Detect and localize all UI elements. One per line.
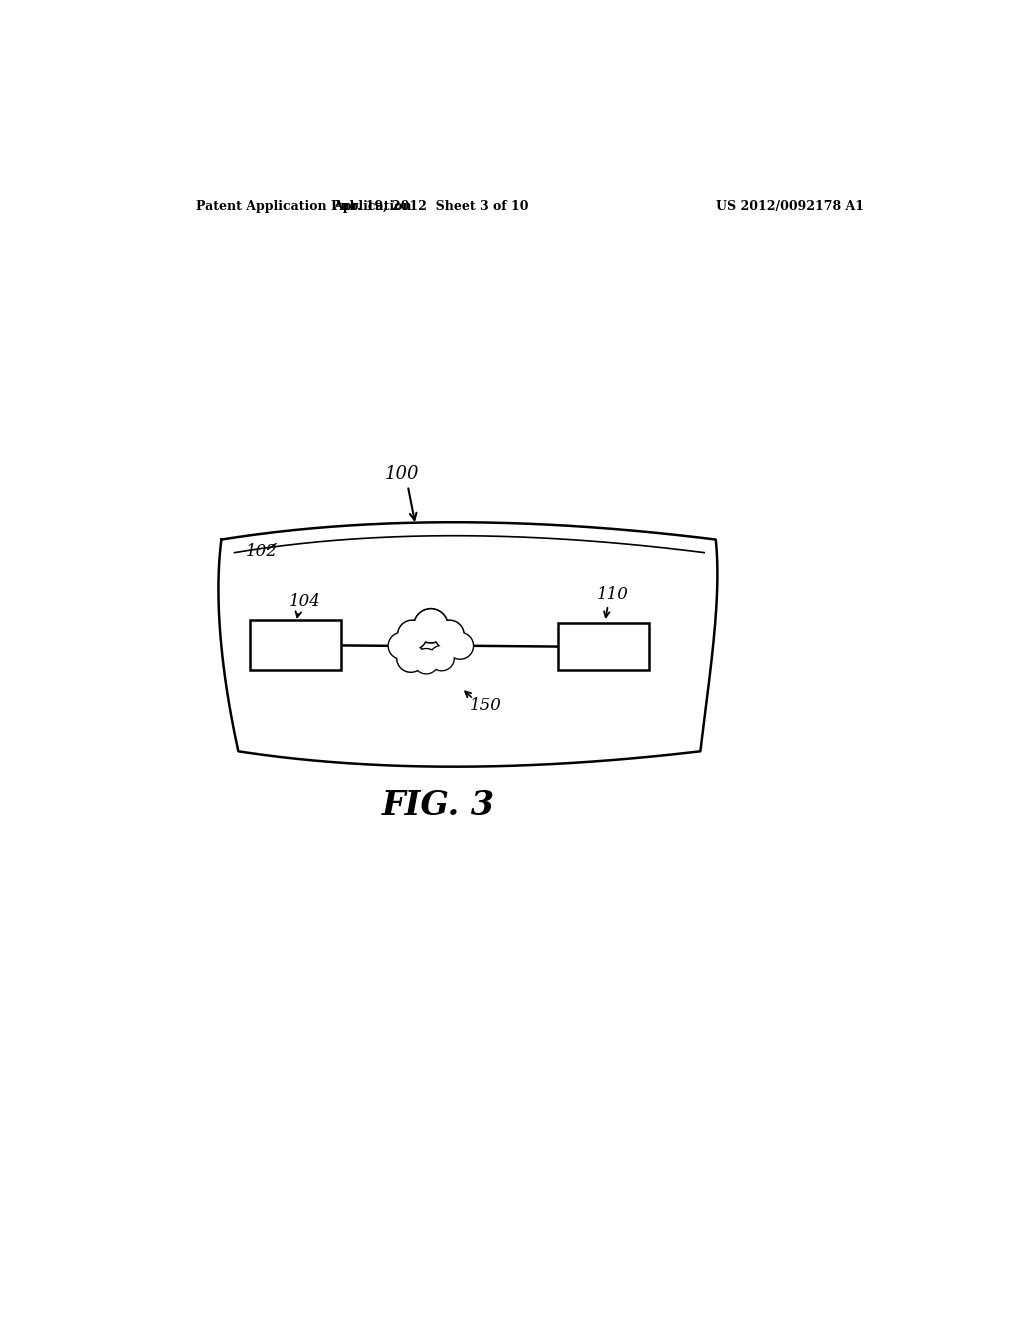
Circle shape <box>389 634 414 657</box>
Circle shape <box>397 620 427 649</box>
Circle shape <box>397 644 425 672</box>
Circle shape <box>398 645 424 671</box>
Text: Apr. 19, 2012  Sheet 3 of 10: Apr. 19, 2012 Sheet 3 of 10 <box>333 199 528 213</box>
Text: 104: 104 <box>289 593 321 610</box>
Text: FIG. 3: FIG. 3 <box>382 789 496 821</box>
Circle shape <box>414 649 438 673</box>
Text: 100: 100 <box>385 465 419 483</box>
Text: 150: 150 <box>469 697 501 714</box>
Circle shape <box>399 622 426 648</box>
Circle shape <box>435 620 464 649</box>
Circle shape <box>447 632 473 659</box>
Polygon shape <box>218 523 718 767</box>
Circle shape <box>414 609 447 643</box>
Circle shape <box>430 647 453 669</box>
Bar <box>250 620 341 671</box>
Bar <box>558 623 649 669</box>
Circle shape <box>415 649 437 673</box>
Text: US 2012/0092178 A1: US 2012/0092178 A1 <box>716 199 864 213</box>
Circle shape <box>429 645 454 671</box>
Text: Patent Application Publication: Patent Application Publication <box>196 199 412 213</box>
Text: 110: 110 <box>597 586 629 603</box>
Circle shape <box>388 632 415 659</box>
Circle shape <box>449 634 472 657</box>
Circle shape <box>436 622 463 648</box>
Text: 102: 102 <box>246 543 278 560</box>
Circle shape <box>416 610 446 642</box>
